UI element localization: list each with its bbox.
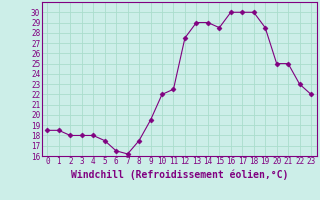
X-axis label: Windchill (Refroidissement éolien,°C): Windchill (Refroidissement éolien,°C) bbox=[70, 169, 288, 180]
